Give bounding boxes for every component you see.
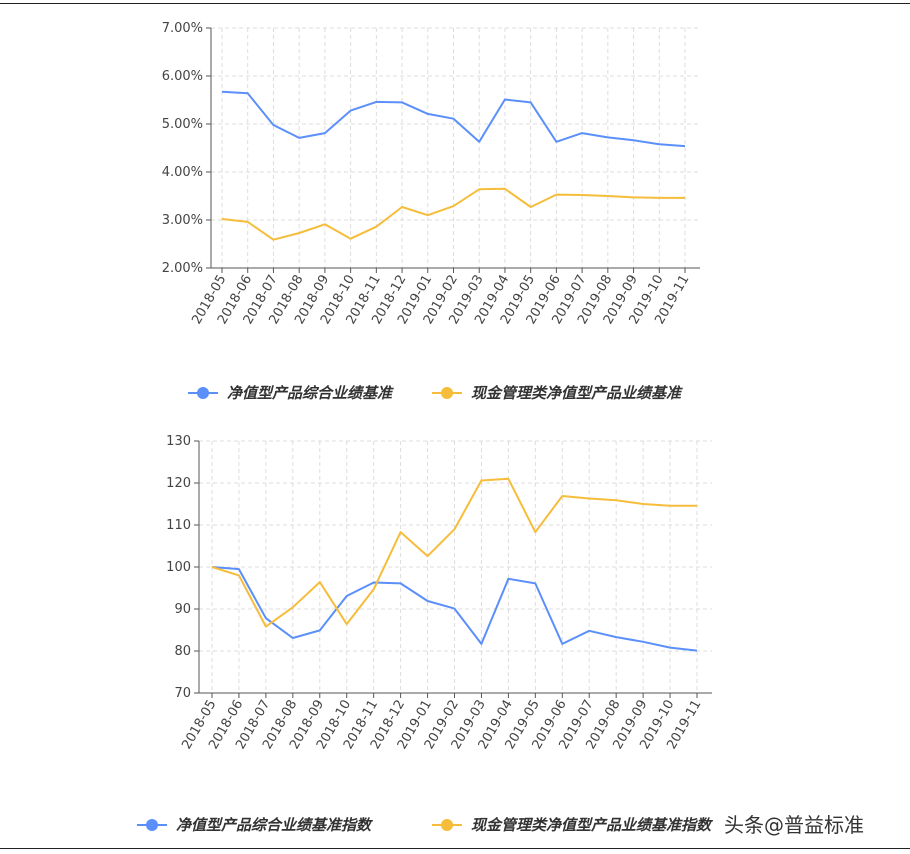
y-tick-label: 130 [166, 434, 191, 449]
y-tick-label: 3.00% [162, 213, 203, 228]
y-tick-label: 80 [174, 644, 191, 659]
y-tick-label: 70 [174, 686, 191, 701]
y-tick-label: 6.00% [162, 69, 203, 84]
y-tick-label: 120 [166, 476, 191, 491]
y-tick-label: 110 [166, 518, 191, 533]
series-line-2 [211, 477, 697, 628]
legend-label: 净值型产品综合业绩基准指数 [176, 816, 374, 834]
legend-marker [197, 387, 209, 399]
chart-benchmark-index: 7080901001101201302018-052018-062018-072… [137, 434, 714, 834]
legend-label: 现金管理类净值型产品业绩基准指数 [471, 816, 714, 834]
series-line-2 [221, 187, 685, 241]
bottom-border [0, 848, 910, 849]
y-tick-label: 90 [174, 602, 191, 617]
series-line-1 [221, 90, 686, 148]
legend-marker [441, 387, 453, 399]
legend-item-2: 现金管理类净值型产品业绩基准 [432, 384, 683, 402]
series-line-1 [211, 566, 698, 652]
legend-label: 净值型产品综合业绩基准 [227, 384, 394, 402]
watermark: 头条@普益标准 [724, 813, 864, 837]
legend-marker [441, 819, 453, 831]
y-tick-label: 2.00% [162, 261, 203, 276]
legend-label: 现金管理类净值型产品业绩基准 [471, 384, 683, 402]
y-tick-label: 7.00% [162, 21, 203, 36]
y-tick-label: 5.00% [162, 117, 203, 132]
legend-item-1: 净值型产品综合业绩基准指数 [137, 816, 374, 834]
legend-item-1: 净值型产品综合业绩基准 [188, 384, 394, 402]
y-tick-label: 100 [166, 560, 191, 575]
chart-benchmark-rates: 2.00%3.00%4.00%5.00%6.00%7.00%2018-05201… [162, 21, 700, 402]
legend-marker [146, 819, 158, 831]
legend-item-2: 现金管理类净值型产品业绩基准指数 [432, 816, 714, 834]
top-border [0, 3, 910, 4]
y-tick-label: 4.00% [162, 165, 203, 180]
